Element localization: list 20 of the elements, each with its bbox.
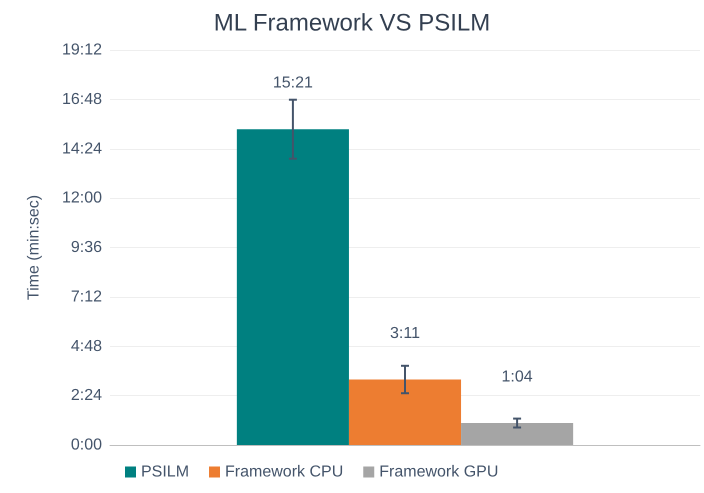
chart-title: ML Framework VS PSILM — [214, 10, 490, 36]
data-label: 3:11 — [390, 325, 420, 342]
y-tick-label: 19:12 — [62, 42, 102, 58]
bar — [348, 380, 462, 445]
legend-label: PSILM — [141, 464, 190, 480]
y-tick-label: 0:00 — [70, 436, 102, 454]
y-tick-label: 2:24 — [70, 387, 102, 404]
legend-label: Framework CPU — [225, 464, 344, 480]
y-axis-title: Time (min:sec) — [26, 194, 42, 300]
bar — [461, 423, 574, 445]
legend-label: Framework GPU — [379, 464, 498, 480]
data-label: 1:04 — [502, 368, 533, 386]
bar — [236, 129, 349, 445]
y-tick-label: 12:00 — [62, 190, 102, 207]
y-tick-label: 16:48 — [62, 90, 102, 108]
y-tick-label: 9:36 — [70, 239, 102, 256]
y-tick-label: 4:48 — [70, 338, 102, 355]
data-label: 15:21 — [272, 74, 314, 92]
y-tick-label: 7:12 — [70, 288, 102, 306]
y-tick-label: 14:24 — [62, 140, 102, 158]
